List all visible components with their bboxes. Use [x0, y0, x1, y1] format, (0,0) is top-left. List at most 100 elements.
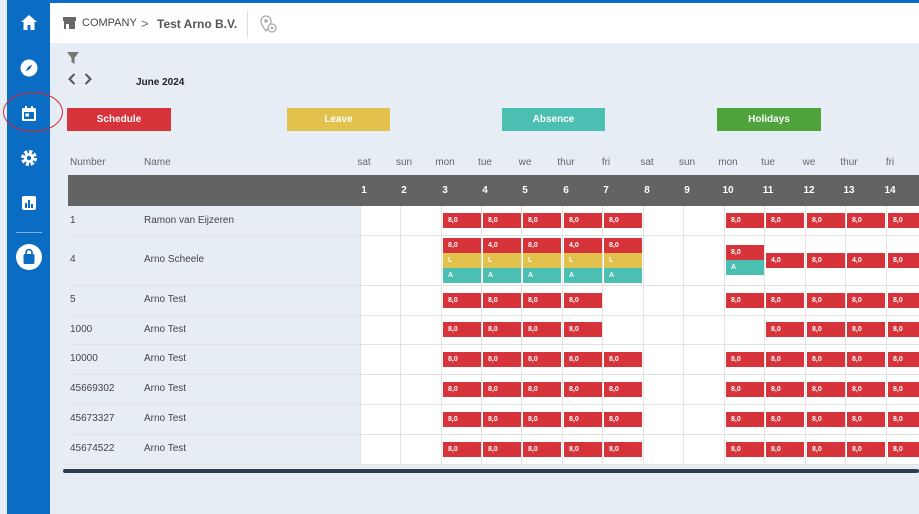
schedule-entry[interactable]: 8,0: [726, 245, 764, 260]
schedule-entry[interactable]: 8,0: [564, 292, 602, 308]
absence-entry[interactable]: A: [523, 268, 561, 283]
schedule-entry[interactable]: 8,0: [888, 411, 919, 427]
schedule-entry[interactable]: 8,0: [888, 381, 919, 397]
horizontal-scrollbar[interactable]: [63, 469, 919, 473]
schedule-entry[interactable]: 8,0: [847, 381, 885, 397]
leave-entry[interactable]: L: [523, 253, 561, 268]
row-employee-name[interactable]: Ramon van Eijzeren: [144, 214, 235, 226]
bar-chart-icon[interactable]: [7, 186, 50, 220]
schedule-entry[interactable]: 8,0: [564, 322, 602, 337]
leave-entry[interactable]: L: [443, 253, 481, 268]
schedule-entry[interactable]: 8,0: [443, 322, 481, 337]
schedule-entry[interactable]: 8,0: [807, 252, 845, 268]
schedule-entry[interactable]: 8,0: [888, 351, 919, 367]
schedule-entry[interactable]: 8,0: [807, 441, 845, 457]
schedule-entry[interactable]: 8,0: [847, 351, 885, 367]
schedule-entry[interactable]: 8,0: [443, 351, 481, 367]
leave-entry[interactable]: L: [604, 253, 642, 268]
schedule-entry[interactable]: 8,0: [483, 213, 521, 228]
row-employee-name[interactable]: Arno Test: [144, 443, 187, 454]
schedule-entry[interactable]: 8,0: [766, 292, 804, 308]
schedule-entry[interactable]: 8,0: [564, 351, 602, 367]
row-employee-name[interactable]: Arno Test: [144, 353, 187, 364]
schedule-entry[interactable]: 8,0: [807, 322, 845, 337]
schedule-entry[interactable]: 8,0: [604, 381, 642, 397]
schedule-entry[interactable]: 8,0: [604, 238, 642, 253]
row-employee-name[interactable]: Arno Test: [144, 413, 187, 424]
schedule-entry[interactable]: 8,0: [564, 381, 602, 397]
schedule-entry[interactable]: 8,0: [564, 411, 602, 427]
schedule-entry[interactable]: 8,0: [766, 351, 804, 367]
schedule-entry[interactable]: 8,0: [726, 381, 764, 397]
breadcrumb-company-name[interactable]: Test Arno B.V.: [157, 17, 238, 31]
schedule-entry[interactable]: 8,0: [847, 213, 885, 228]
schedule-entry[interactable]: 8,0: [523, 213, 561, 228]
schedule-entry[interactable]: 8,0: [523, 322, 561, 337]
breadcrumb-company[interactable]: COMPANY: [82, 17, 137, 29]
legend-absence[interactable]: Absence: [502, 108, 605, 131]
schedule-entry[interactable]: 8,0: [847, 411, 885, 427]
schedule-entry[interactable]: 8,0: [807, 381, 845, 397]
row-employee-name[interactable]: Arno Test: [144, 294, 187, 305]
schedule-entry[interactable]: 8,0: [483, 322, 521, 337]
row-employee-name[interactable]: Arno Test: [144, 323, 187, 335]
absence-entry[interactable]: A: [443, 268, 481, 283]
chevron-left-icon[interactable]: [66, 72, 78, 86]
schedule-entry[interactable]: 8,0: [443, 292, 481, 308]
schedule-entry[interactable]: 8,0: [604, 411, 642, 427]
chevron-right-icon[interactable]: [82, 72, 94, 86]
schedule-entry[interactable]: 8,0: [726, 292, 764, 308]
absence-entry[interactable]: A: [483, 268, 521, 283]
schedule-entry[interactable]: 8,0: [847, 322, 885, 337]
schedule-entry[interactable]: 8,0: [726, 441, 764, 457]
legend-schedule[interactable]: Schedule: [67, 108, 171, 131]
schedule-entry[interactable]: 4,0: [766, 252, 804, 268]
schedule-entry[interactable]: 8,0: [443, 381, 481, 397]
schedule-entry[interactable]: 8,0: [443, 213, 481, 228]
schedule-entry[interactable]: 8,0: [847, 292, 885, 308]
compass-icon[interactable]: [7, 51, 50, 85]
schedule-entry[interactable]: 8,0: [766, 381, 804, 397]
schedule-entry[interactable]: 8,0: [766, 213, 804, 228]
column-header-name[interactable]: Name: [144, 157, 171, 168]
filter-icon[interactable]: [66, 51, 80, 65]
schedule-entry[interactable]: 8,0: [766, 322, 804, 337]
legend-holidays[interactable]: Holidays: [717, 108, 821, 131]
schedule-entry[interactable]: 8,0: [523, 351, 561, 367]
schedule-entry[interactable]: 8,0: [523, 292, 561, 308]
schedule-entry[interactable]: 4,0: [847, 252, 885, 268]
schedule-entry[interactable]: 8,0: [807, 213, 845, 228]
schedule-entry[interactable]: 8,0: [523, 411, 561, 427]
schedule-entry[interactable]: 8,0: [483, 292, 521, 308]
schedule-entry[interactable]: 8,0: [483, 381, 521, 397]
schedule-entry[interactable]: 8,0: [564, 441, 602, 457]
schedule-entry[interactable]: 8,0: [726, 411, 764, 427]
schedule-entry[interactable]: 8,0: [483, 351, 521, 367]
gear-icon[interactable]: [7, 141, 50, 175]
absence-entry[interactable]: A: [726, 260, 764, 275]
schedule-entry[interactable]: 8,0: [726, 213, 764, 228]
schedule-entry[interactable]: 8,0: [604, 351, 642, 367]
schedule-entry[interactable]: 8,0: [523, 238, 561, 253]
schedule-entry[interactable]: 8,0: [807, 292, 845, 308]
shopping-bag-icon[interactable]: [7, 240, 50, 274]
schedule-entry[interactable]: 8,0: [766, 411, 804, 427]
home-icon[interactable]: [7, 6, 50, 40]
legend-leave[interactable]: Leave: [287, 108, 390, 131]
schedule-entry[interactable]: 8,0: [807, 351, 845, 367]
schedule-entry[interactable]: 8,0: [888, 252, 919, 268]
row-employee-name[interactable]: Arno Test: [144, 383, 187, 394]
column-header-number[interactable]: Number: [70, 157, 106, 168]
schedule-entry[interactable]: 8,0: [443, 238, 481, 253]
location-settings-icon[interactable]: [258, 14, 278, 34]
schedule-entry[interactable]: 8,0: [807, 411, 845, 427]
schedule-entry[interactable]: 8,0: [888, 441, 919, 457]
schedule-entry[interactable]: 8,0: [888, 322, 919, 337]
schedule-entry[interactable]: 8,0: [847, 441, 885, 457]
schedule-entry[interactable]: 8,0: [888, 292, 919, 308]
schedule-entry[interactable]: 8,0: [483, 441, 521, 457]
leave-entry[interactable]: L: [564, 253, 602, 268]
schedule-entry[interactable]: 8,0: [604, 441, 642, 457]
schedule-entry[interactable]: 8,0: [443, 411, 481, 427]
schedule-entry[interactable]: 8,0: [604, 213, 642, 228]
